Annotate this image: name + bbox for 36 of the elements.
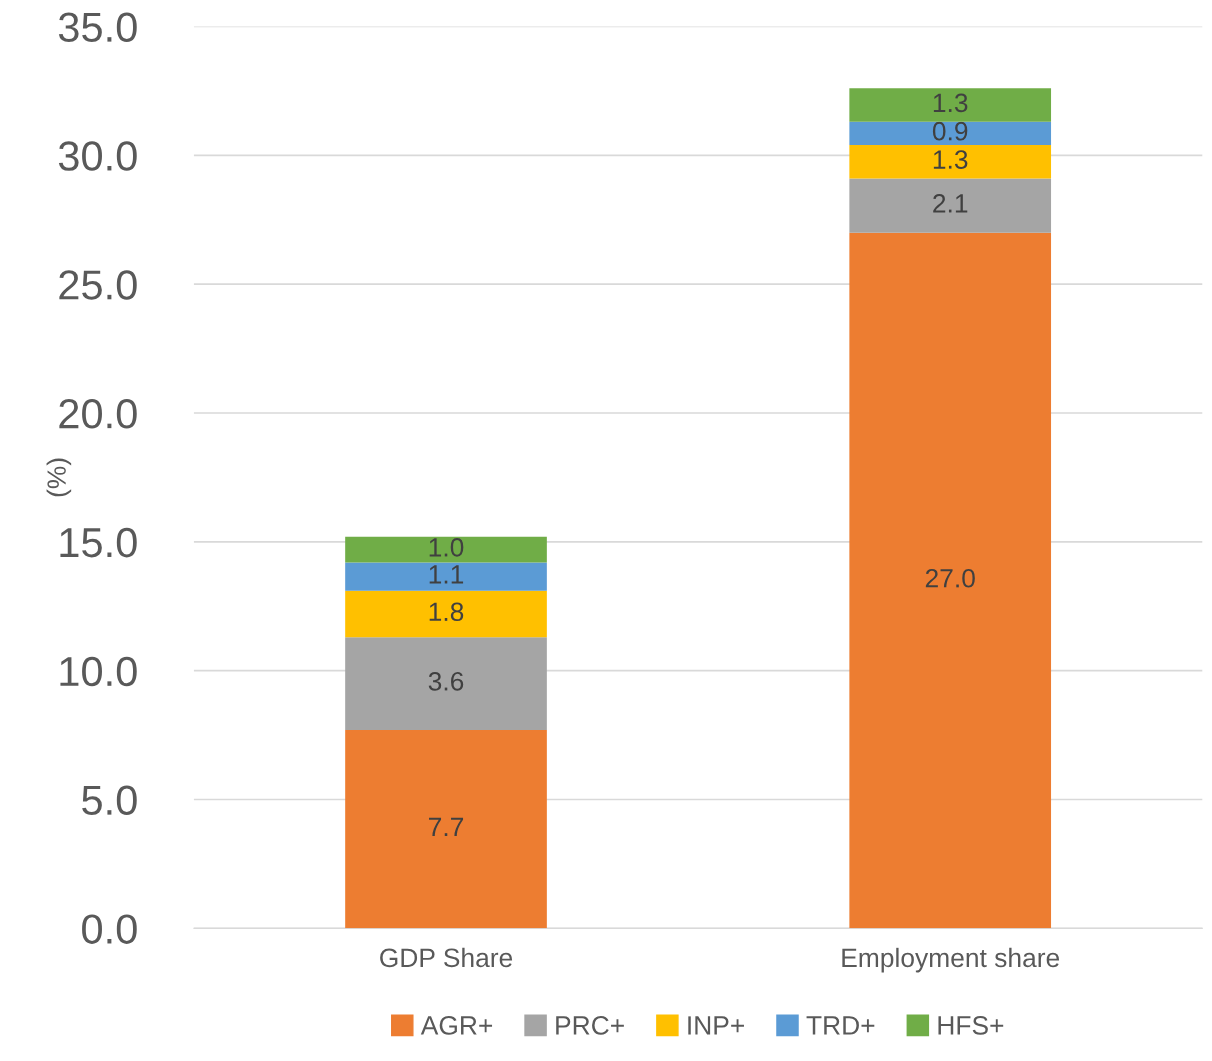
data-label: 1.3 xyxy=(933,93,968,113)
legend-label: TRD+ xyxy=(806,1016,875,1035)
bar xyxy=(345,729,547,929)
data-label: 0.9 xyxy=(932,121,968,141)
legend-label: PRC+ xyxy=(556,1016,624,1035)
y-tick-label: 30.0 xyxy=(58,141,137,171)
y-axis-title: (%) xyxy=(46,458,72,497)
bar xyxy=(849,178,1052,233)
data-label: 1.8 xyxy=(429,602,464,622)
legend-label: HFS+ xyxy=(938,1016,1004,1035)
data-label: 2.1 xyxy=(933,194,968,213)
y-tick-label: 0.0 xyxy=(82,914,137,944)
bar xyxy=(345,590,547,638)
bar xyxy=(345,536,547,563)
bar xyxy=(849,145,1052,179)
data-label: 1.3 xyxy=(933,150,968,169)
bar xyxy=(849,232,1052,929)
data-label: 7.7 xyxy=(429,817,464,836)
y-tick-label: 15.0 xyxy=(60,527,137,558)
x-tick-label: Employment share xyxy=(842,947,1060,973)
data-label: 3.6 xyxy=(428,671,464,691)
bar xyxy=(849,121,1052,146)
legend-label: AGR+ xyxy=(420,1016,493,1035)
data-label: 27.0 xyxy=(925,568,975,588)
y-tick-label: 20.0 xyxy=(59,399,137,429)
bar xyxy=(345,562,547,591)
x-tick-label: GDP Share xyxy=(380,947,513,968)
bar xyxy=(849,88,1052,122)
data-label: 1.0 xyxy=(429,538,464,557)
y-tick-label: 25.0 xyxy=(59,270,137,300)
legend-label: INP+ xyxy=(688,1016,744,1035)
y-tick-label: 10.0 xyxy=(60,656,137,687)
y-tick-label: 5.0 xyxy=(82,785,137,816)
y-tick-label: 35.0 xyxy=(58,12,137,43)
bar xyxy=(345,637,547,730)
data-label: 1.1 xyxy=(429,565,464,584)
